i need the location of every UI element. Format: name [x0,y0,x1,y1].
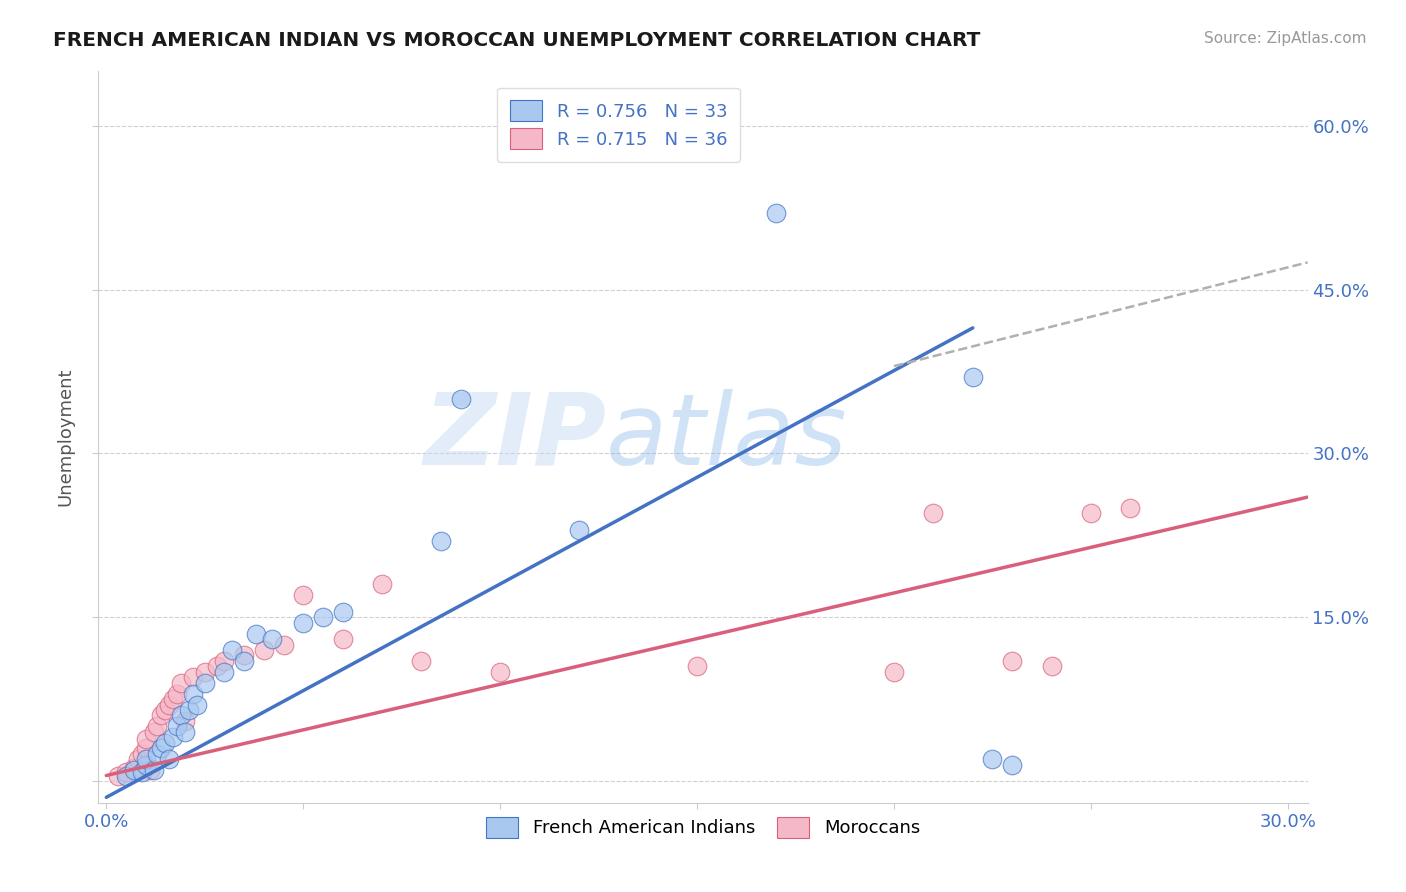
Point [489,665,512,679]
Point [1119,501,1142,516]
Point [194,665,217,679]
Point [122,761,145,775]
Point [260,632,283,646]
Point [1040,659,1063,673]
Point [273,638,295,652]
Text: Source: ZipAtlas.com: Source: ZipAtlas.com [1204,31,1367,46]
Y-axis label: Unemployment: Unemployment [56,368,75,507]
Point [1001,757,1024,772]
Point [157,752,180,766]
Point [371,577,394,591]
Point [131,747,153,761]
Point [142,763,165,777]
Point [157,698,180,712]
Point [332,605,354,619]
Point [568,523,591,537]
Point [181,670,204,684]
Point [205,659,228,673]
Point [142,724,165,739]
Point [233,648,256,663]
Point [883,665,905,679]
Point [292,588,315,602]
Point [174,724,197,739]
Point [107,768,129,782]
Point [962,370,984,384]
Point [115,768,138,782]
Point [166,719,188,733]
Point [177,703,200,717]
Point [1080,507,1102,521]
Point [233,654,256,668]
Point [194,675,217,690]
Point [332,632,354,646]
Point [214,654,236,668]
Point [765,206,787,220]
Point [186,698,208,712]
Point [122,763,145,777]
Point [155,736,177,750]
Point [138,763,160,777]
Text: FRENCH AMERICAN INDIAN VS MOROCCAN UNEMPLOYMENT CORRELATION CHART: FRENCH AMERICAN INDIAN VS MOROCCAN UNEMP… [53,31,981,50]
Legend: French American Indians, Moroccans: French American Indians, Moroccans [478,810,928,845]
Point [686,659,709,673]
Point [312,610,335,624]
Point [430,533,453,548]
Point [162,731,184,745]
Point [162,692,184,706]
Point [135,752,157,766]
Point [450,392,472,406]
Point [1001,654,1024,668]
Point [253,643,276,657]
Point [166,687,188,701]
Point [411,654,433,668]
Point [131,765,153,780]
Point [221,643,243,657]
Point [245,626,267,640]
Point [150,741,173,756]
Text: ZIP: ZIP [423,389,606,485]
Point [127,752,149,766]
Point [155,703,177,717]
Point [181,687,204,701]
Point [981,752,1004,766]
Point [214,665,236,679]
Point [150,708,173,723]
Point [292,615,315,630]
Text: atlas: atlas [606,389,848,485]
Point [922,507,945,521]
Point [174,714,197,728]
Point [146,719,169,733]
Point [135,741,157,756]
Point [170,675,193,690]
Point [135,757,157,772]
Point [170,708,193,723]
Point [115,765,138,780]
Point [146,747,169,761]
Point [135,732,157,747]
